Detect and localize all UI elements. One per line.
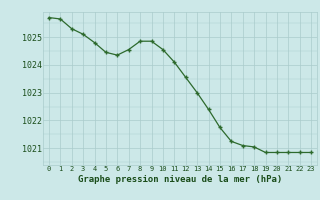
X-axis label: Graphe pression niveau de la mer (hPa): Graphe pression niveau de la mer (hPa)	[78, 175, 282, 184]
